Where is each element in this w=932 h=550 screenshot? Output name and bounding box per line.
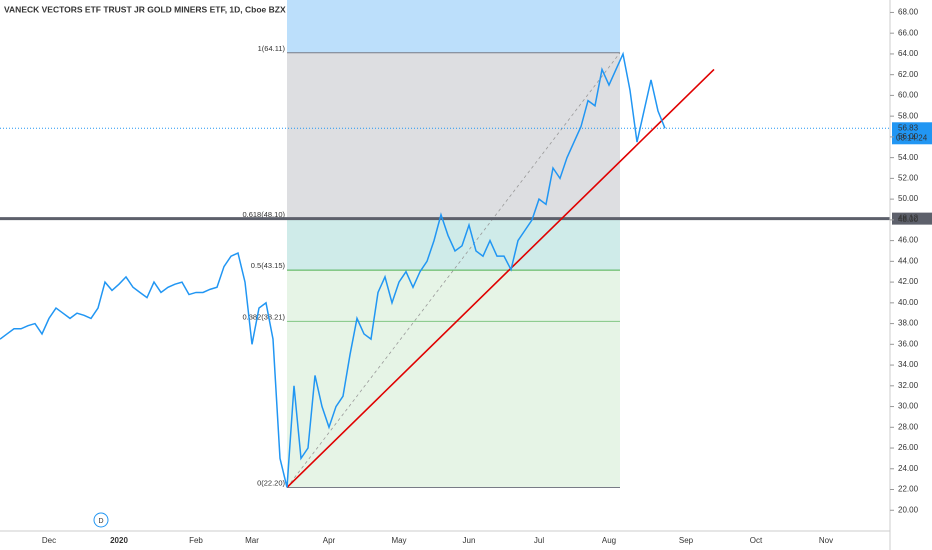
fib-label: 0.618(48.10) [242,210,285,219]
y-tick-label: 26.00 [898,443,919,452]
x-tick-label: Mar [245,536,259,545]
x-tick-label: Nov [819,536,833,545]
price-tag [892,212,932,225]
x-tick-label: Sep [679,536,694,545]
y-tick-label: 68.00 [898,8,919,17]
y-tick-label: 24.00 [898,464,919,473]
x-tick-label: Feb [189,536,203,545]
fib-label: 0.5(43.15) [251,261,286,270]
x-tick-label: Dec [42,536,56,545]
y-tick-label: 58.00 [898,111,919,120]
fib-label: 1(64.11) [258,44,286,53]
y-tick-label: 54.00 [898,153,919,162]
x-tick-label: Aug [602,536,616,545]
fib-zone [287,218,620,271]
fib-zone [287,270,620,488]
y-tick-label: 56.00 [898,132,919,141]
y-tick-label: 42.00 [898,277,919,286]
badge-label: D [98,518,103,525]
y-tick-label: 20.00 [898,505,919,514]
fib-diagonal [286,52,621,488]
plot: 1(64.11) 0.618(48.10) 0.5(43.15) 0.382(38.2… [0,0,890,489]
y-tick-label: 62.00 [898,70,919,79]
price-line-series [0,51,666,488]
chart-title: VANECK VECTORS ETF TRUST JR GOLD MINERS … [4,4,286,14]
y-tick-label: 44.00 [898,256,919,265]
y-tick-label: 38.00 [898,319,919,328]
price-tag [892,122,932,145]
fib-zone [287,52,620,219]
price-tag-label: 48.12 [898,214,919,223]
y-tick-label: 32.00 [898,381,919,390]
x-tick-label: Jul [534,536,544,545]
y-tick-label: 34.00 [898,360,919,369]
x-tick-label: Jun [463,536,476,545]
fib-zone [287,0,620,53]
y-tick-label: 36.00 [898,339,919,348]
y-tick-label: 66.00 [898,28,919,37]
badge [93,512,109,528]
y-tick-label: 22.00 [898,485,919,494]
x-tick-label: Oct [750,536,763,545]
price-timer: 03:14:24 [896,133,928,142]
x-tick-label: 2020 [110,536,128,545]
x-tick-label: May [391,536,406,545]
price-tag-label: 56.83 [898,123,919,132]
y-tick-label: 46.00 [898,236,919,245]
y-tick-label: 64.00 [898,49,919,58]
y-tick-label: 60.00 [898,91,919,100]
x-tick-label: Apr [323,536,336,545]
trend-line [286,68,715,489]
y-tick-label: 30.00 [898,402,919,411]
y-tick-label: 40.00 [898,298,919,307]
y-tick-label: 28.00 [898,422,919,431]
fib-label: 0.382(38.21) [242,312,285,321]
y-tick-label: 48.00 [898,215,919,224]
fib-label: 0(22.20) [257,478,285,487]
y-tick-label: 52.00 [898,173,919,182]
y-tick-label: 50.00 [898,194,919,203]
